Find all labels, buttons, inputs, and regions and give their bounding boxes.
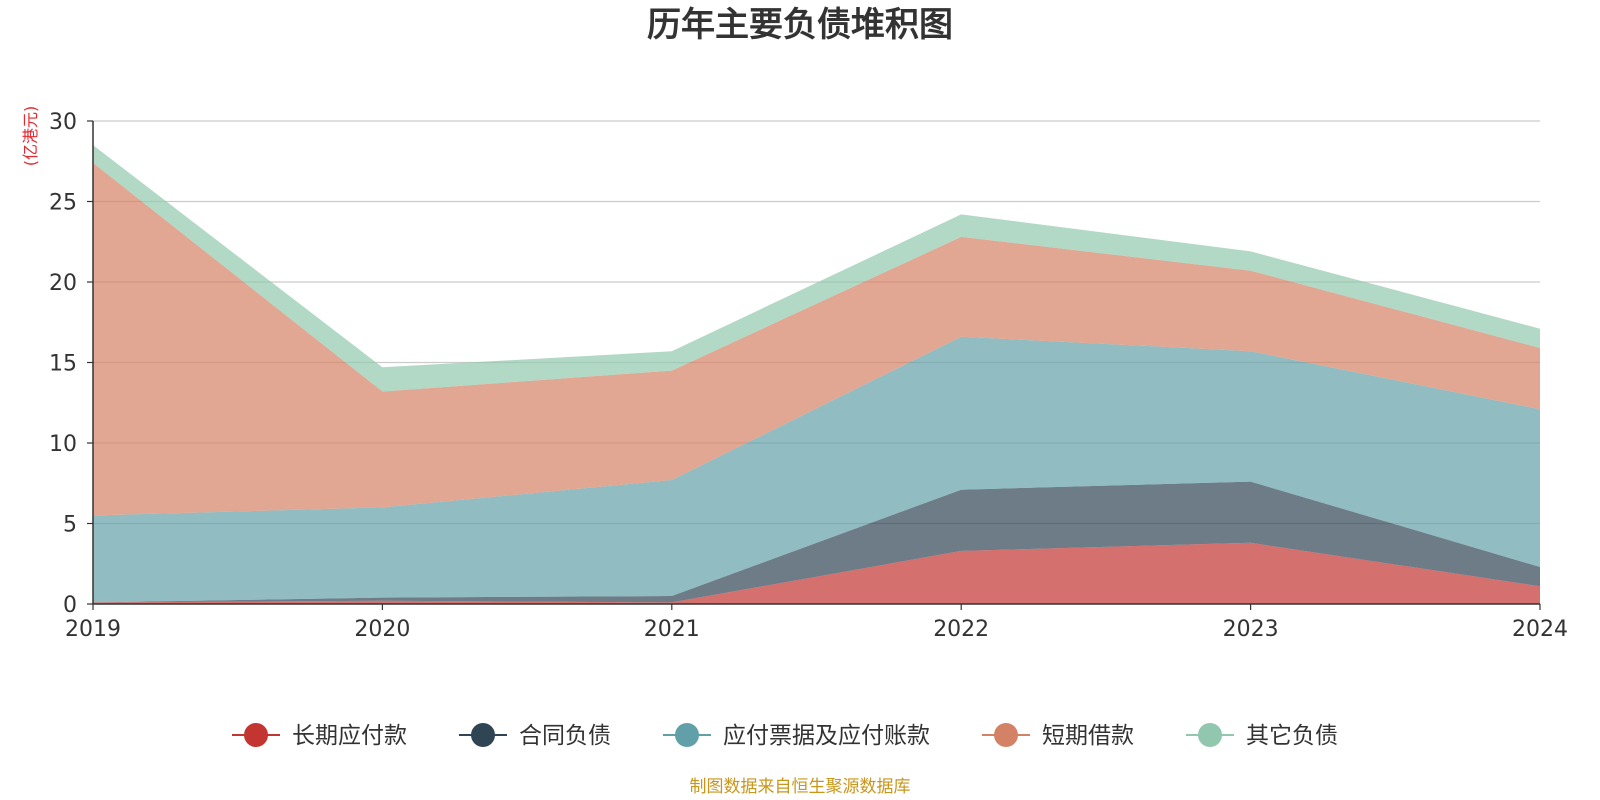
y-tick-label: 0 bbox=[63, 593, 77, 618]
legend-label: 应付票据及应付账款 bbox=[723, 723, 930, 749]
legend: 长期应付款 合同负债 应付票据及应付账款 短期借款 其它负债 bbox=[232, 723, 1338, 749]
y-tick-label: 30 bbox=[49, 110, 77, 135]
legend-item[interactable]: 短期借款 bbox=[982, 723, 1134, 749]
area-series bbox=[93, 336, 1540, 603]
x-tick-label: 2022 bbox=[933, 617, 989, 642]
legend-marker bbox=[675, 723, 699, 747]
chart-title: 历年主要负债堆积图 bbox=[647, 5, 953, 45]
legend-marker bbox=[244, 723, 268, 747]
x-tick-label: 2023 bbox=[1223, 617, 1279, 642]
area-series bbox=[93, 481, 1540, 603]
legend-marker bbox=[1198, 723, 1222, 747]
y-axis-unit-label: (亿港元) bbox=[21, 106, 40, 167]
legend-label: 合同负债 bbox=[519, 723, 611, 749]
legend-item[interactable]: 长期应付款 bbox=[232, 723, 407, 749]
source-note: 制图数据来自恒生聚源数据库 bbox=[690, 777, 911, 797]
legend-item[interactable]: 合同负债 bbox=[459, 723, 611, 749]
legend-item[interactable]: 其它负债 bbox=[1186, 723, 1338, 749]
y-tick-label: 15 bbox=[49, 352, 77, 377]
y-tick-label: 25 bbox=[49, 191, 77, 216]
x-tick-label: 2024 bbox=[1512, 617, 1568, 642]
legend-marker bbox=[994, 723, 1018, 747]
x-tick-label: 2021 bbox=[644, 617, 700, 642]
legend-label: 其它负债 bbox=[1246, 723, 1338, 749]
y-tick-label: 10 bbox=[49, 432, 77, 457]
y-tick-label: 20 bbox=[49, 271, 77, 296]
area-series bbox=[93, 145, 1540, 392]
x-tick-label: 2019 bbox=[65, 617, 121, 642]
area-layer bbox=[93, 145, 1540, 604]
legend-item[interactable]: 应付票据及应付账款 bbox=[663, 723, 930, 749]
legend-label: 短期借款 bbox=[1042, 723, 1134, 749]
legend-label: 长期应付款 bbox=[292, 723, 407, 749]
y-tick-label: 5 bbox=[63, 513, 77, 538]
axis-layer: 0 5 10 15 20 25 30 2019 2020 2021 2022 2023 2024 bbox=[49, 110, 1568, 642]
area-series bbox=[93, 162, 1540, 516]
legend-marker bbox=[471, 723, 495, 747]
area-series bbox=[93, 542, 1540, 604]
x-tick-label: 2020 bbox=[354, 617, 410, 642]
